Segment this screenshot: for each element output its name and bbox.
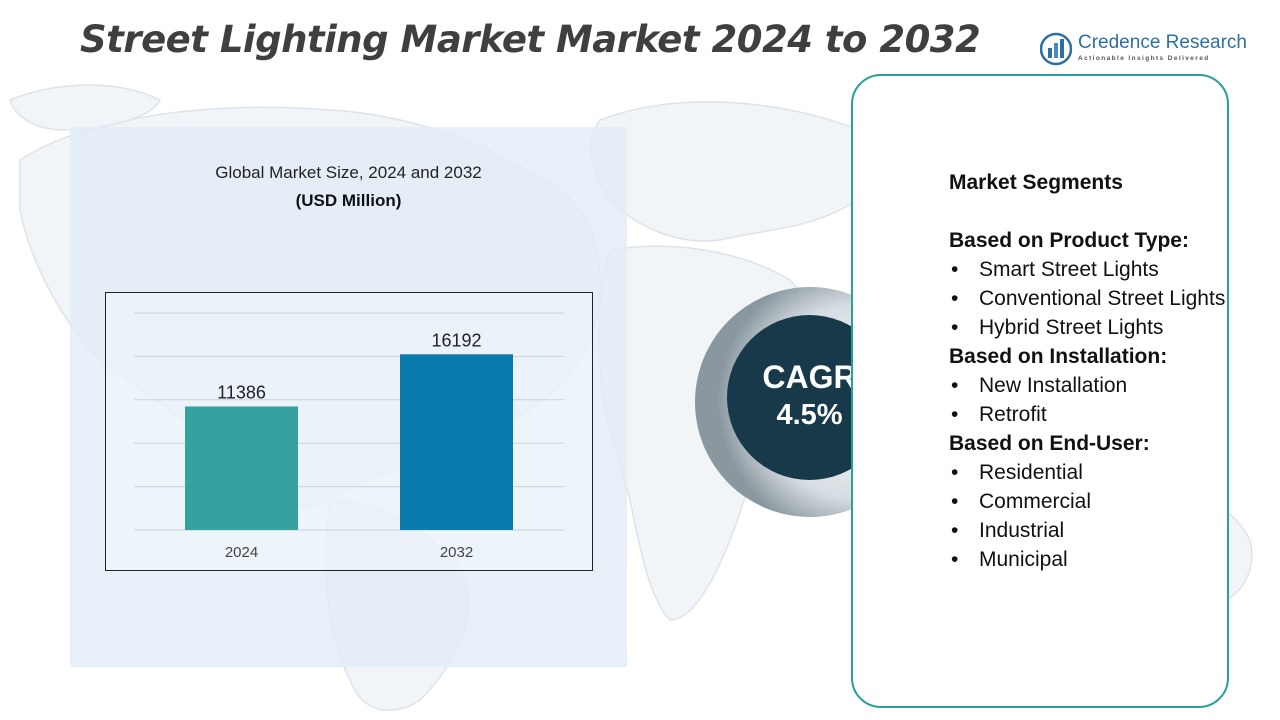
- cagr-label: CAGR: [762, 359, 857, 395]
- data-label-2024: 11386: [217, 382, 266, 402]
- data-label-2032: 16192: [431, 330, 481, 350]
- cagr-value: 4.5%: [776, 399, 843, 431]
- segment-item: New Installation: [949, 371, 1229, 400]
- bar-chart-frame: 11386 2024 16192 2032: [105, 292, 593, 571]
- x-tick-label-2024: 2024: [225, 544, 258, 561]
- segment-item: Residential: [949, 458, 1229, 487]
- bar-chart: 11386 2024 16192 2032: [134, 312, 564, 561]
- segment-item: Hybrid Street Lights: [949, 313, 1229, 342]
- bar-2032: [400, 354, 513, 530]
- segment-item: Commercial: [949, 487, 1229, 516]
- segment-item: Municipal: [949, 545, 1229, 574]
- x-tick-label-2032: 2032: [440, 544, 473, 561]
- bar-2024: [185, 406, 298, 530]
- page-title: Street Lighting Market Market 2024 to 20…: [80, 18, 981, 61]
- segment-list-installation: New Installation Retrofit: [949, 371, 1229, 429]
- segment-list-end-user: Residential Commercial Industrial Munici…: [949, 458, 1229, 574]
- chart-title: Global Market Size, 2024 and 2032: [215, 163, 482, 182]
- logo[interactable]: Credence Research Actionable Insights De…: [1040, 30, 1260, 70]
- segment-group-title-installation: Based on Installation:: [949, 345, 1168, 368]
- chart-panel: Global Market Size, 2024 and 2032 (USD M…: [70, 127, 627, 667]
- segment-item: Smart Street Lights: [949, 255, 1229, 284]
- market-segments-card: Market Segments Based on Product Type: S…: [851, 74, 1229, 708]
- segment-item: Retrofit: [949, 400, 1229, 429]
- chart-unit-label: (USD Million): [295, 191, 402, 210]
- segment-list-product-type: Smart Street Lights Conventional Street …: [949, 255, 1229, 342]
- bar-chart-logo-icon: [1040, 32, 1072, 66]
- segment-group-title-product-type: Based on Product Type:: [949, 229, 1189, 252]
- segment-group-title-end-user: Based on End-User:: [949, 432, 1150, 455]
- logo-name: Credence Research: [1078, 32, 1247, 53]
- segment-item: Conventional Street Lights: [949, 284, 1229, 313]
- logo-tagline: Actionable Insights Delivered: [1078, 55, 1210, 62]
- segments-heading: Market Segments: [949, 171, 1123, 194]
- segment-item: Industrial: [949, 516, 1229, 545]
